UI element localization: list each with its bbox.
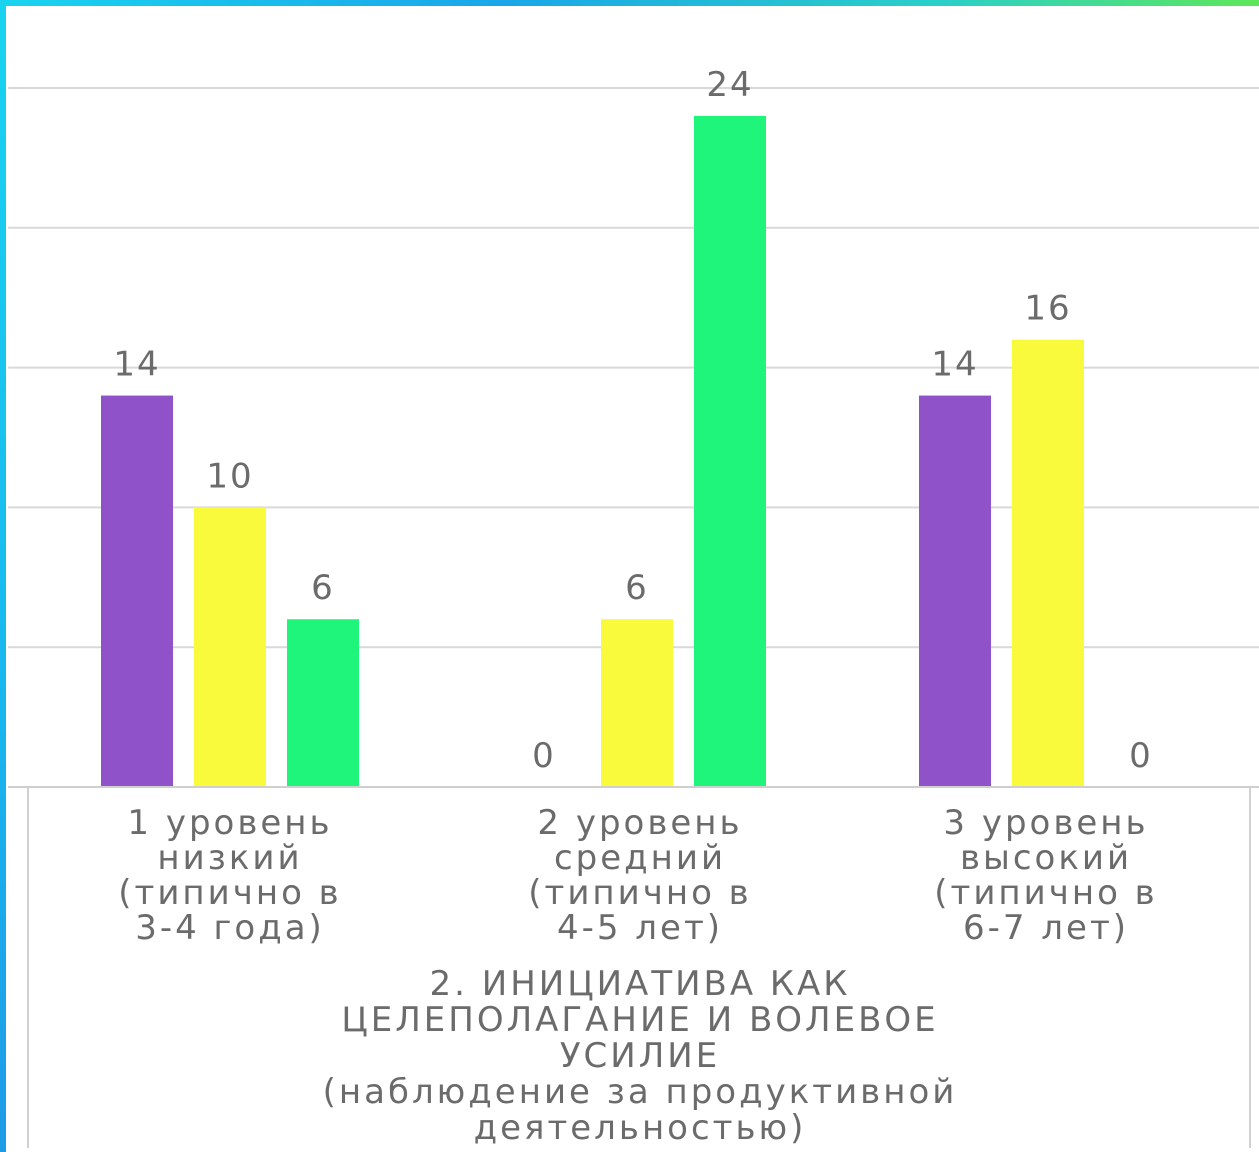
data-label-cat3-series3: 0 xyxy=(1129,736,1153,776)
data-label-cat2-series3: 24 xyxy=(706,65,753,105)
data-label-cat3-series2: 16 xyxy=(1024,289,1071,329)
left-frame-decoration xyxy=(0,0,6,1152)
bar-cat1-series1 xyxy=(101,395,173,787)
data-label-cat1-series2: 10 xyxy=(206,456,253,496)
data-labels: 14 10 6 0 6 24 14 16 0 xyxy=(113,65,1153,776)
bar-cat1-series2 xyxy=(194,507,266,787)
data-label-cat1-series1: 14 xyxy=(113,345,160,385)
category-label-1: 1 уровень низкий (типично в 3-4 года) xyxy=(118,803,342,948)
bar-cat1-series3 xyxy=(287,619,359,787)
top-frame-decoration xyxy=(0,0,1259,6)
data-label-cat2-series2: 6 xyxy=(625,568,649,608)
category-label-3: 3 уровень высокий (типично в 6-7 лет) xyxy=(934,803,1158,948)
bar-cat2-series2 xyxy=(601,619,673,787)
data-label-cat2-series1: 0 xyxy=(532,736,556,776)
bars xyxy=(101,115,1084,787)
x-axis-title: 2. ИНИЦИАТИВА КАК ЦЕЛЕПОЛАГАНИЕ И ВОЛЕВО… xyxy=(322,964,958,1148)
bar-cat3-series1 xyxy=(919,395,991,787)
bar-cat2-series3 xyxy=(694,115,766,787)
bar-cat3-series2 xyxy=(1012,339,1084,787)
category-label-2: 2 уровень средний (типично в 4-5 лет) xyxy=(528,803,752,948)
data-label-cat1-series3: 6 xyxy=(311,568,335,608)
data-label-cat3-series1: 14 xyxy=(931,345,978,385)
